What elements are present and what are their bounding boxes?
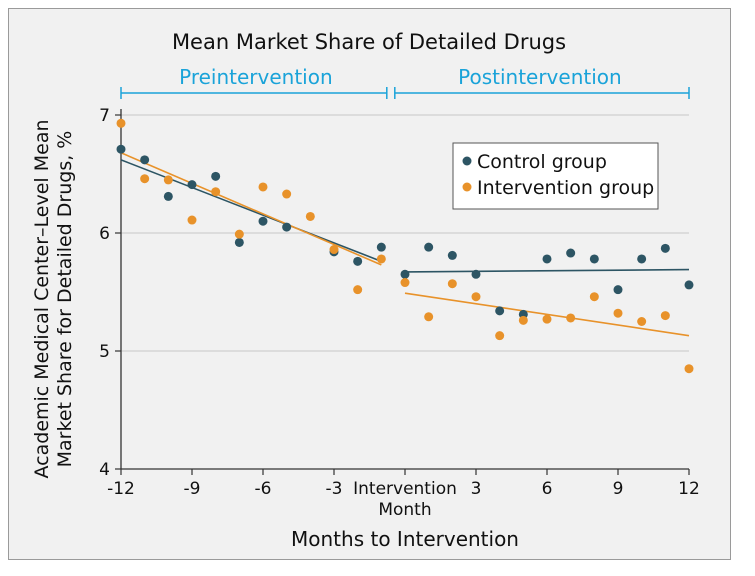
gridlines — [121, 114, 689, 352]
intervention-point — [305, 211, 315, 221]
y-tick-labels: 4 5 6 7 — [99, 106, 121, 480]
intervention-point — [234, 229, 244, 239]
intervention-point — [613, 308, 623, 318]
x-tick-label: -3 — [326, 479, 343, 499]
y-axis-label-line-1: Academic Medical Center–Level Mean — [31, 119, 53, 478]
x-tick-label: Intervention — [353, 479, 457, 499]
x-axis-label: Months to Intervention — [291, 527, 519, 551]
control-point — [258, 216, 268, 226]
period-brackets: Preintervention Postintervention — [120, 65, 690, 99]
intervention-point — [542, 314, 552, 324]
x-tick-label: -6 — [255, 479, 272, 499]
intervention-trend-line-post — [404, 292, 690, 337]
chart-title: Mean Market Share of Detailed Drugs — [172, 30, 566, 54]
control-point — [471, 269, 481, 279]
x-tick-label: 9 — [613, 479, 624, 499]
x-tick-label: -9 — [184, 479, 201, 499]
intervention-point — [471, 292, 481, 302]
control-point — [637, 254, 647, 264]
y-tick-label: 4 — [99, 460, 110, 480]
control-point — [684, 280, 694, 290]
x-tick-label: 6 — [542, 479, 553, 499]
x-tick-label: -12 — [107, 479, 135, 499]
y-tick-label: 6 — [99, 224, 110, 244]
control-point — [589, 254, 599, 264]
control-point — [400, 269, 410, 279]
control-point — [234, 237, 244, 247]
intervention-point — [424, 312, 434, 322]
legend-label-control: Control group — [477, 151, 607, 173]
intervention-point — [400, 278, 410, 288]
control-point — [447, 250, 457, 260]
intervention-point — [637, 317, 647, 326]
control-point — [282, 222, 292, 232]
intervention-point — [660, 311, 670, 321]
control-point — [424, 242, 434, 252]
intervention-point — [566, 313, 576, 323]
intervention-point — [187, 215, 197, 225]
control-point — [187, 180, 197, 190]
data-points — [116, 118, 694, 374]
intervention-point — [518, 315, 528, 325]
intervention-point — [163, 175, 173, 185]
intervention-point — [116, 118, 126, 128]
intervention-point — [376, 254, 386, 264]
intervention-point — [495, 331, 505, 341]
y-axis-label-line-2: Market Share for Detailed Drugs, % — [54, 131, 76, 468]
control-point — [660, 243, 670, 253]
intervention-point — [258, 182, 268, 192]
scatter-chart: Mean Market Share of Detailed Drugs Prei… — [31, 30, 700, 551]
control-point — [495, 306, 505, 316]
postintervention-label: Postintervention — [458, 65, 622, 89]
y-tick-label: 5 — [99, 342, 110, 362]
control-point — [211, 171, 221, 181]
control-point — [376, 242, 386, 252]
figure-frame: Mean Market Share of Detailed Drugs Prei… — [8, 8, 731, 560]
control-trend-line-pre — [120, 159, 382, 263]
intervention-point — [589, 292, 599, 302]
intervention-point — [211, 187, 221, 197]
intervention-point — [329, 245, 339, 255]
preintervention-label: Preintervention — [179, 65, 333, 89]
intervention-trend-line-pre — [120, 152, 382, 266]
intervention-point — [140, 174, 150, 184]
x-tick-label: 12 — [678, 479, 700, 499]
trend-lines — [120, 152, 690, 337]
x-tick-sublabel: Month — [378, 500, 431, 520]
legend-label-intervention: Intervention group — [477, 177, 654, 199]
y-tick-label: 7 — [99, 106, 110, 126]
control-point — [116, 144, 126, 154]
control-point — [613, 285, 623, 295]
control-point — [163, 191, 173, 201]
control-point — [140, 155, 150, 165]
legend-marker-intervention — [462, 182, 472, 192]
x-tick-label: 3 — [471, 479, 482, 499]
intervention-point — [282, 189, 292, 199]
intervention-point — [353, 285, 363, 295]
intervention-point — [447, 279, 457, 289]
control-trend-line-post — [404, 268, 690, 273]
legend-box — [452, 142, 659, 210]
y-axis-label: Academic Medical Center–Level Mean Marke… — [31, 119, 76, 478]
legend: Control group Intervention group — [452, 142, 659, 210]
legend-marker-control — [462, 156, 472, 166]
control-point — [353, 256, 363, 266]
control-point — [566, 248, 576, 258]
intervention-point — [684, 364, 694, 374]
control-point — [542, 254, 552, 264]
